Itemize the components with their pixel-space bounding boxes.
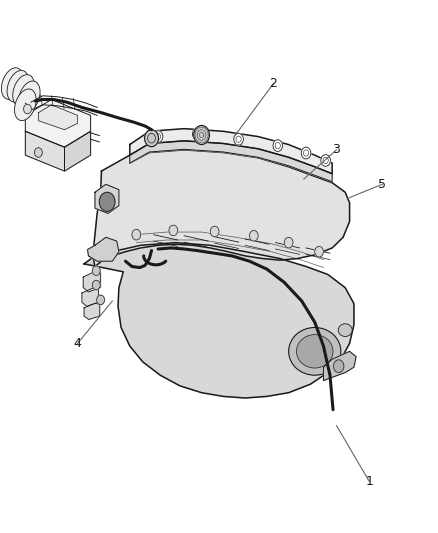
Circle shape bbox=[321, 155, 330, 166]
Ellipse shape bbox=[289, 327, 341, 375]
Circle shape bbox=[192, 128, 202, 140]
Ellipse shape bbox=[13, 75, 35, 106]
Ellipse shape bbox=[7, 70, 29, 102]
Polygon shape bbox=[25, 131, 64, 171]
Circle shape bbox=[99, 192, 115, 212]
Polygon shape bbox=[93, 150, 350, 266]
Polygon shape bbox=[84, 243, 354, 398]
Circle shape bbox=[210, 226, 219, 237]
Ellipse shape bbox=[14, 89, 36, 120]
Circle shape bbox=[24, 104, 32, 114]
Polygon shape bbox=[95, 184, 119, 214]
Text: 5: 5 bbox=[378, 178, 386, 191]
Circle shape bbox=[92, 266, 100, 276]
Circle shape bbox=[153, 131, 163, 142]
Ellipse shape bbox=[338, 324, 352, 336]
Circle shape bbox=[194, 125, 209, 144]
Circle shape bbox=[250, 230, 258, 241]
Circle shape bbox=[35, 148, 42, 157]
Polygon shape bbox=[64, 131, 91, 171]
Circle shape bbox=[234, 133, 244, 145]
Ellipse shape bbox=[18, 81, 40, 112]
Text: 1: 1 bbox=[365, 475, 373, 488]
Polygon shape bbox=[130, 141, 332, 182]
Circle shape bbox=[169, 225, 178, 236]
Polygon shape bbox=[130, 128, 332, 174]
Polygon shape bbox=[25, 100, 91, 147]
Text: 3: 3 bbox=[332, 143, 340, 156]
Circle shape bbox=[92, 280, 100, 290]
Ellipse shape bbox=[1, 68, 23, 99]
Circle shape bbox=[273, 140, 283, 151]
Polygon shape bbox=[83, 271, 101, 292]
Circle shape bbox=[315, 246, 323, 257]
Circle shape bbox=[132, 229, 141, 240]
Polygon shape bbox=[39, 105, 78, 130]
Polygon shape bbox=[323, 351, 356, 381]
Circle shape bbox=[301, 147, 311, 159]
Circle shape bbox=[97, 295, 105, 305]
Polygon shape bbox=[82, 288, 99, 306]
Circle shape bbox=[284, 237, 293, 248]
Text: 2: 2 bbox=[269, 77, 277, 90]
Polygon shape bbox=[84, 303, 100, 319]
Text: 4: 4 bbox=[74, 337, 81, 350]
Circle shape bbox=[333, 360, 344, 373]
Circle shape bbox=[145, 130, 159, 147]
Polygon shape bbox=[88, 237, 119, 261]
Ellipse shape bbox=[297, 335, 333, 368]
